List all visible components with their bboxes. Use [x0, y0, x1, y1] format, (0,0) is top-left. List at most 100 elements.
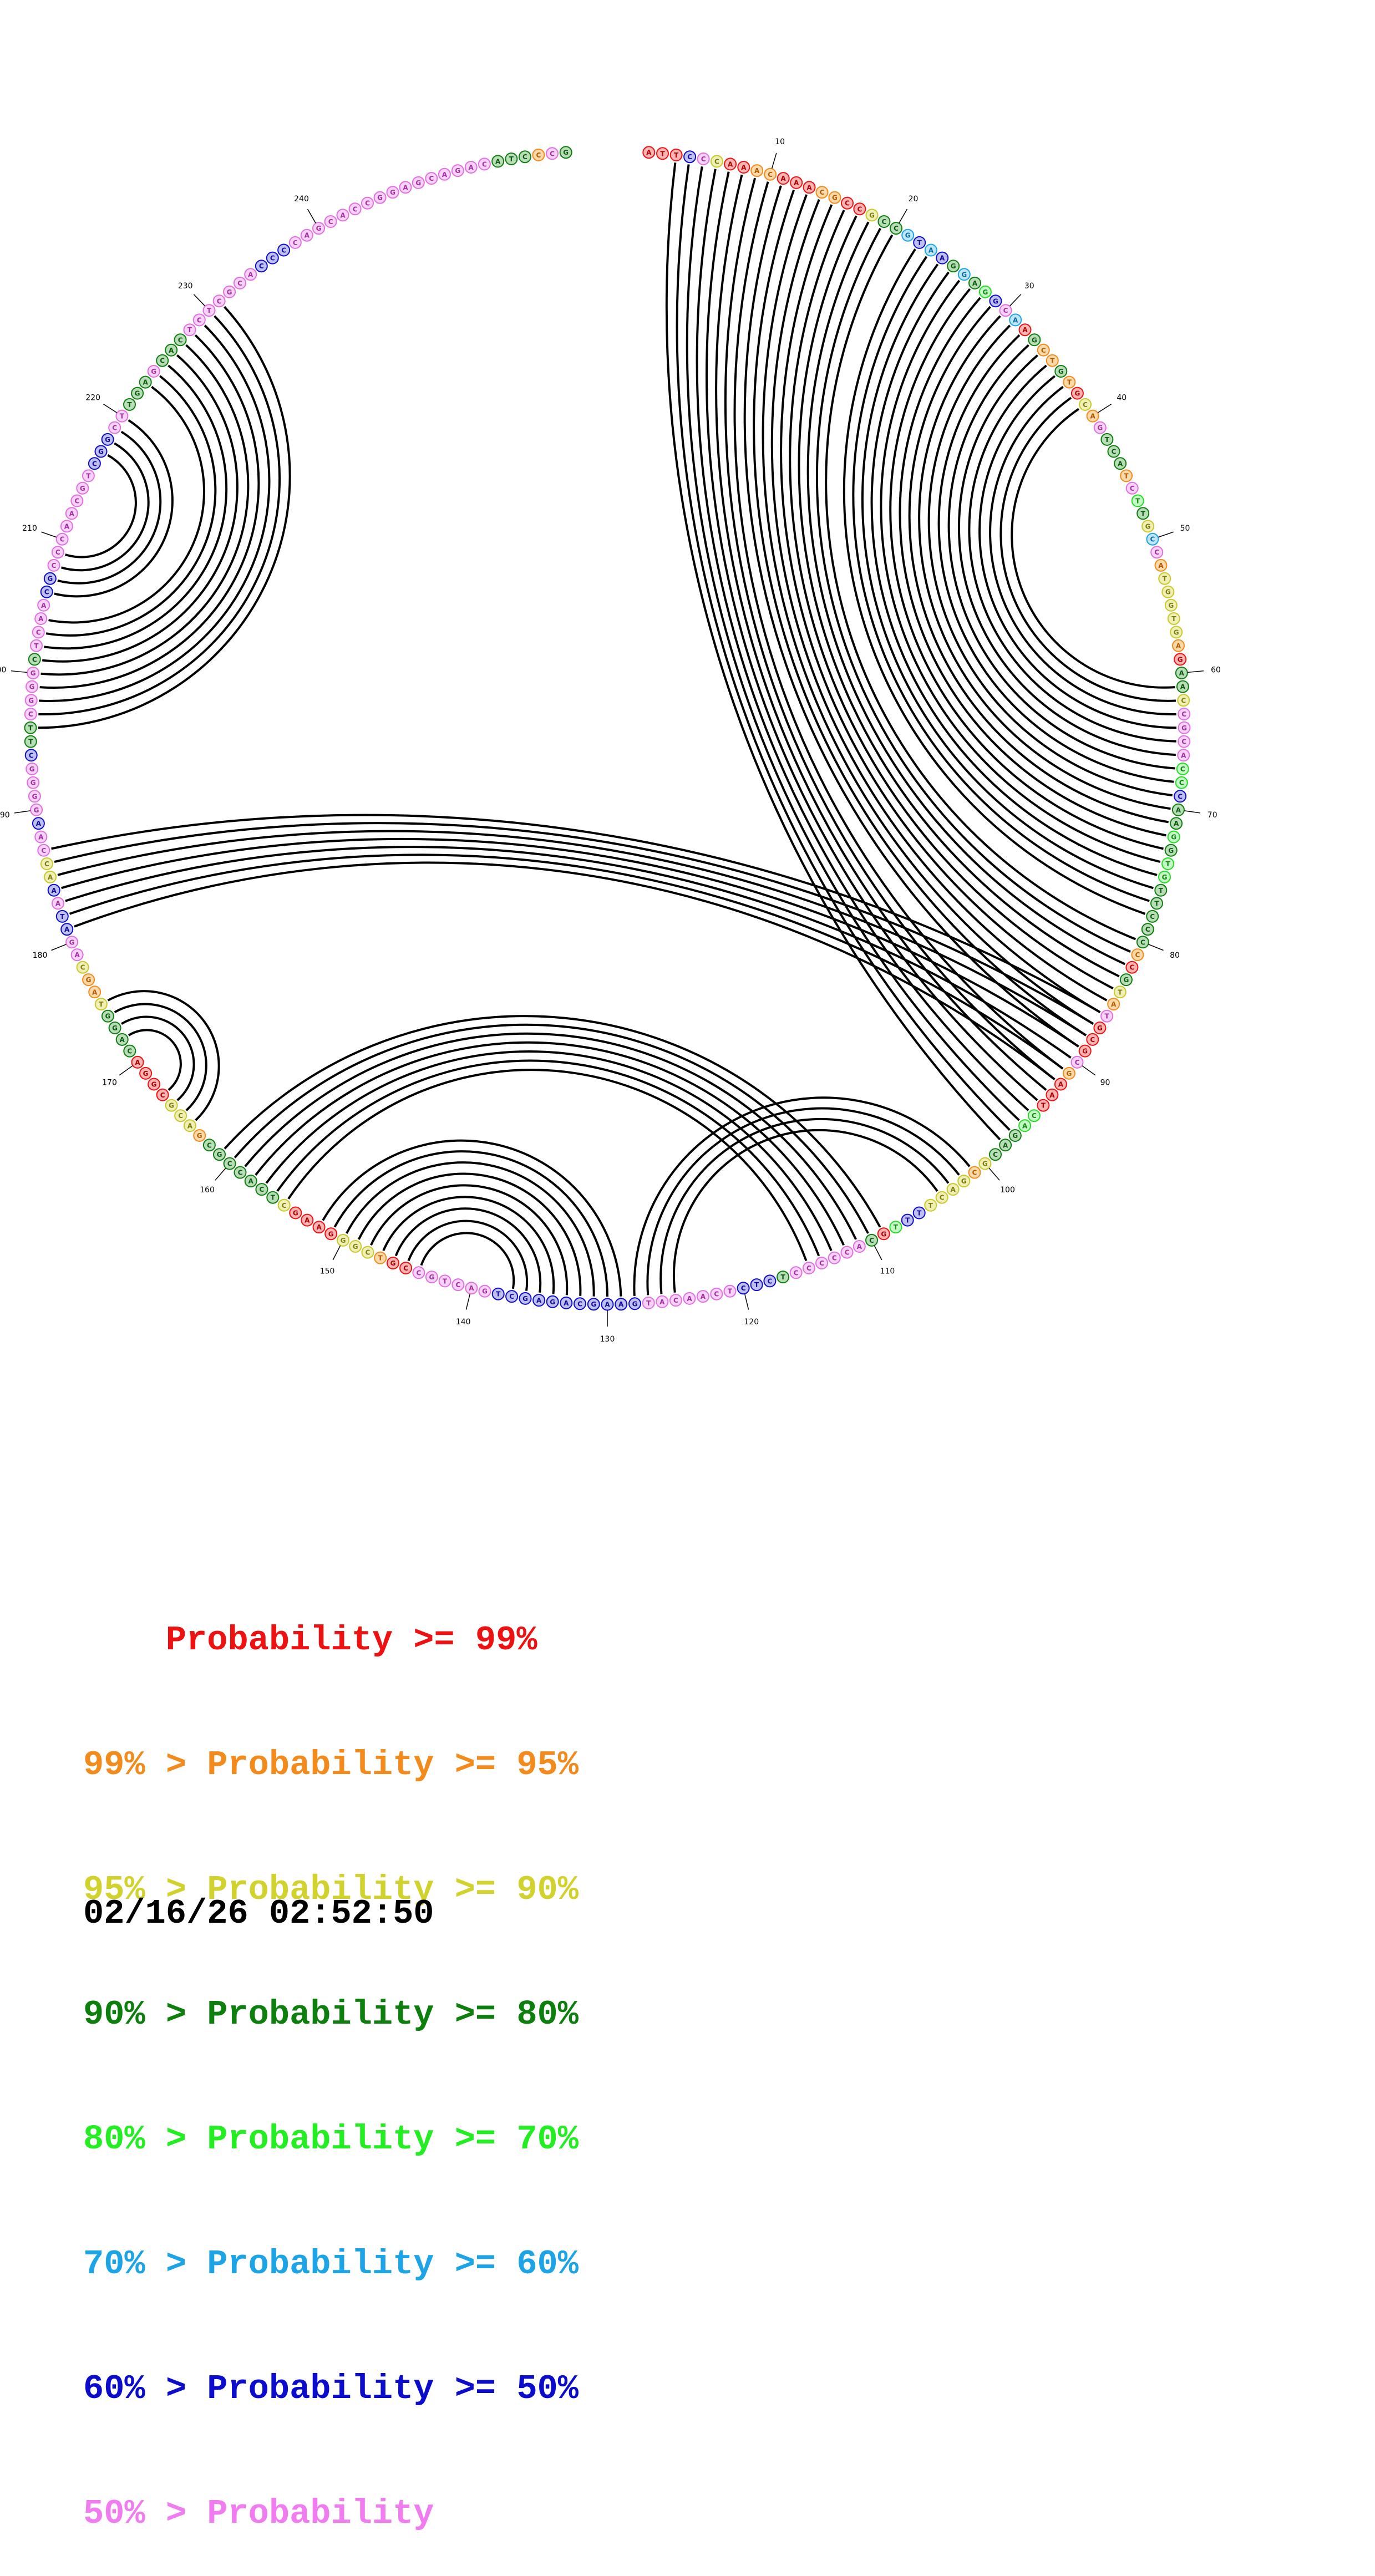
nucleotide-200: G — [27, 667, 40, 679]
timestamp: 02/16/26 02:52:50 — [83, 1894, 434, 1933]
nucleotide-letter: C — [1150, 913, 1155, 921]
nucleotide-127: T — [642, 1296, 655, 1309]
tick-line — [1148, 944, 1164, 951]
position-ticks: 10 20 30 40 50 60 70 80 90 100 110 120 130 140 150 160 1… — [0, 138, 1221, 1344]
base-pair-arc — [60, 442, 150, 572]
base-pair-arc — [706, 171, 1038, 1101]
nucleotide-letter: C — [482, 160, 487, 168]
nucleotide-circle — [1027, 1109, 1041, 1122]
nucleotide-169: G — [139, 1066, 153, 1080]
nucleotide-170: A — [131, 1055, 144, 1069]
nucleotide-9: A — [750, 164, 764, 177]
tick-label: 200 — [0, 666, 6, 675]
base-pair-arc — [51, 814, 1101, 1013]
nucleotide-213: C — [70, 494, 84, 507]
nucleotide-161: G — [213, 1148, 226, 1161]
base-pair-arc — [753, 189, 1087, 1037]
nucleotide-letter: T — [754, 1281, 759, 1289]
nucleotide-132: C — [574, 1297, 586, 1310]
tick-line — [1009, 294, 1022, 307]
nucleotide-letter: G — [881, 1230, 886, 1238]
nucleotide-110: C — [865, 1233, 878, 1247]
nucleotide-letter: A — [169, 347, 174, 354]
nucleotide-212: A — [65, 507, 78, 520]
nucleotide-circle — [978, 285, 992, 298]
nucleotide-168: G — [148, 1078, 161, 1091]
nucleotide-circle — [936, 251, 949, 265]
base-pair-arc — [789, 210, 1114, 990]
nucleotide-75: G — [1158, 870, 1171, 883]
nucleotide-18: G — [865, 209, 879, 222]
nucleotide-230: T — [202, 304, 216, 317]
nucleotide-218: G — [101, 433, 114, 446]
base-pair-arc — [61, 837, 1079, 1048]
nucleotide-circle — [425, 172, 438, 185]
base-pair-arc — [420, 1232, 515, 1289]
nucleotide-letter: A — [940, 255, 945, 262]
nucleotide-letter: C — [714, 1290, 719, 1298]
nucleotide-257: C — [532, 148, 545, 161]
nucleotide-letter: G — [1171, 834, 1176, 841]
nucleotide-circle — [546, 1295, 559, 1308]
nucleotide-letter: G — [390, 1259, 396, 1267]
nucleotide-circle — [123, 1044, 136, 1058]
nucleotide-circle — [47, 883, 60, 897]
nucleotide-191: G — [28, 790, 41, 803]
nucleotide-letter: C — [869, 1237, 874, 1244]
tick-label: 110 — [880, 1267, 895, 1276]
probability-legend: Probability >= 99% 99% > Probability >= … — [83, 1536, 579, 2576]
nucleotide-circle — [505, 153, 518, 165]
tick-line — [307, 209, 316, 223]
nucleotide-188: A — [34, 830, 48, 844]
nucleotide-circle — [669, 1294, 682, 1307]
nucleotide-circle — [387, 1257, 399, 1269]
nucleotide-112: C — [840, 1246, 854, 1259]
nucleotide-209: C — [51, 546, 64, 559]
nucleotide-181: A — [60, 923, 74, 936]
nucleotide-circle — [34, 612, 48, 625]
base-pair-arc — [908, 306, 1169, 824]
nucleotide-circle — [1037, 1099, 1050, 1112]
nucleotide-5: C — [697, 153, 710, 165]
nucleotide-letter: T — [187, 326, 192, 334]
nucleotide-22: T — [913, 236, 926, 249]
nucleotide-30: C — [999, 304, 1012, 317]
nucleotide-66: A — [1177, 749, 1190, 762]
nucleotide-circle — [1070, 1055, 1084, 1069]
nucleotide-letter: C — [687, 153, 692, 161]
nucleotide-circle — [386, 186, 399, 199]
nucleotide-220: T — [115, 409, 129, 423]
nucleotide-letter: T — [60, 913, 65, 921]
legend-prefix: 50% > — [83, 2494, 207, 2533]
nucleotide-circle — [696, 1290, 709, 1303]
nucleotide-circle — [1119, 973, 1133, 987]
nucleotide-24: A — [936, 251, 949, 265]
nucleotide-123: A — [696, 1290, 709, 1303]
legend-prefix: 99% > — [83, 1745, 207, 1785]
nucleotide-letter: C — [832, 1254, 837, 1262]
nucleotide-circle — [202, 1139, 216, 1152]
nucleotide-circle — [24, 735, 37, 748]
nucleotide-letter: G — [1178, 656, 1183, 663]
nucleotide-252: A — [464, 161, 478, 174]
nucleotide-letter: C — [1179, 779, 1184, 787]
nucleotide-circle — [115, 1033, 129, 1046]
tick-label: 240 — [294, 195, 309, 204]
nucleotide-126: A — [656, 1295, 669, 1308]
base-pair-arc — [276, 1059, 820, 1257]
nucleotide-circle — [1100, 433, 1114, 446]
nucleotide-letter: C — [1180, 765, 1185, 773]
nucleotide-119: T — [750, 1278, 763, 1292]
nucleotide-circle — [52, 897, 64, 910]
base-pair-arc — [927, 324, 1173, 797]
nucleotide-letter: A — [741, 164, 747, 171]
nucleotide-letter: A — [536, 1297, 542, 1304]
nucleotide-217: G — [94, 445, 108, 458]
nucleotide-letter: T — [1050, 357, 1055, 365]
nucleotide-38: G — [1070, 387, 1084, 400]
nucleotide-letter: A — [248, 1177, 254, 1185]
legend-prefix: 60% > — [83, 2369, 207, 2409]
nucleotide-27: A — [968, 276, 981, 289]
nucleotide-96: A — [1018, 1119, 1032, 1132]
nucleotide-letter: G — [29, 683, 35, 691]
